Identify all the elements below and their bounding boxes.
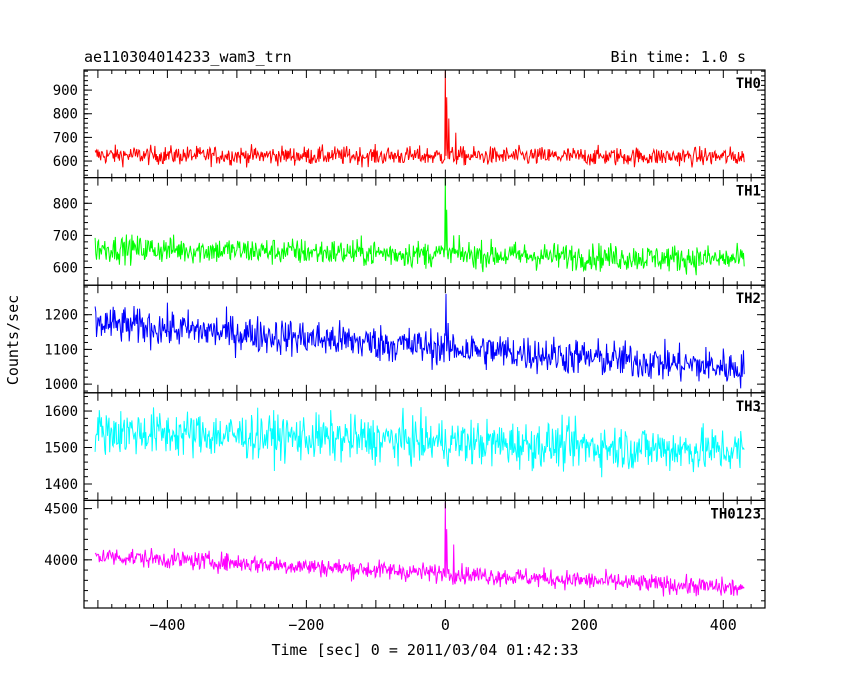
- chart-subtitle: Bin time: 1.0 s: [611, 48, 746, 66]
- series-line-th3: [94, 407, 745, 478]
- y-tick-label: 600: [53, 154, 78, 170]
- y-tick-label: 4500: [44, 502, 78, 518]
- y-axis-label: Counts/sec: [4, 295, 22, 385]
- panel-label-th0123: TH0123: [710, 506, 761, 522]
- y-tick-label: 600: [53, 261, 78, 277]
- y-tick-label: 700: [53, 228, 78, 244]
- series-line-th2: [94, 293, 745, 389]
- panel-label-th1: TH1: [736, 184, 761, 200]
- y-tick-label: 700: [53, 130, 78, 146]
- panel-label-th3: TH3: [736, 399, 761, 415]
- x-tick-label: −400: [149, 616, 185, 634]
- panels-group: 600 700 800 900 TH0 600 700 800 TH1 1000 1100 1200 T…: [44, 69, 766, 634]
- x-tick-label: −200: [288, 616, 324, 634]
- chart-title: ae110304014233_wam3_trn: [84, 48, 292, 66]
- y-tick-label: 1100: [44, 342, 78, 358]
- panel-frame-th1: [83, 177, 766, 286]
- x-tick-label: 200: [571, 616, 598, 634]
- series-line-th0123: [94, 502, 745, 597]
- y-tick-label: 800: [53, 107, 78, 123]
- y-tick-label: 1400: [44, 477, 78, 493]
- y-tick-label: 1500: [44, 441, 78, 457]
- panel-frame-th0123: [83, 499, 766, 609]
- y-tick-label: 1000: [44, 377, 78, 393]
- series-line-th1: [94, 177, 745, 276]
- x-tick-label: 400: [710, 616, 737, 634]
- panel-label-th0: TH0: [736, 76, 761, 92]
- x-tick-label: 0: [441, 616, 450, 634]
- x-axis-label: Time [sec] 0 = 2011/03/04 01:42:33: [271, 641, 578, 659]
- series-line-th0: [94, 71, 745, 168]
- panel-label-th2: TH2: [736, 291, 761, 307]
- y-tick-label: 900: [53, 83, 78, 99]
- y-tick-label: 800: [53, 196, 78, 212]
- y-tick-label: 1200: [44, 308, 78, 324]
- y-tick-label: 4000: [44, 553, 78, 569]
- y-tick-label: 1600: [44, 404, 78, 420]
